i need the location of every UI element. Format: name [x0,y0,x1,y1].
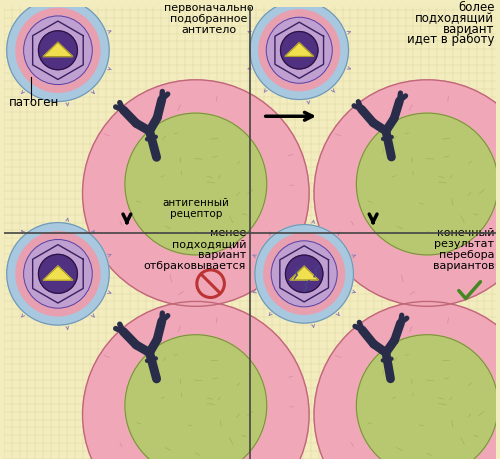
Circle shape [286,255,323,292]
Circle shape [259,10,340,90]
Circle shape [125,335,266,459]
Text: вариантов: вариантов [433,261,494,271]
Circle shape [6,223,109,325]
Text: рецептор: рецептор [170,209,222,218]
Text: патоген: патоген [8,96,59,109]
Circle shape [266,17,332,83]
Circle shape [125,113,266,255]
Text: подходящий: подходящий [416,11,494,25]
Text: перебора: перебора [439,250,494,260]
Circle shape [250,1,348,100]
Circle shape [24,240,92,308]
Circle shape [271,241,337,307]
Text: результат: результат [434,239,494,249]
Text: вариант: вариант [198,250,246,260]
Text: конечный: конечный [437,229,494,238]
Circle shape [264,234,344,314]
Polygon shape [285,43,314,56]
Circle shape [280,32,318,69]
Text: первоначально: первоначально [164,3,254,13]
Text: более: более [458,1,494,14]
Circle shape [356,335,498,459]
Circle shape [24,16,92,84]
Text: антигенный: антигенный [162,198,230,208]
Circle shape [314,80,500,306]
Circle shape [82,80,309,306]
Polygon shape [290,266,318,280]
Circle shape [16,232,100,316]
Text: антитело: антитело [181,24,236,34]
Circle shape [38,254,78,293]
Text: идет в работу: идет в работу [407,33,494,46]
Polygon shape [43,42,72,56]
Text: подобранное: подобранное [170,14,248,24]
Circle shape [38,31,78,70]
Circle shape [82,302,309,459]
Polygon shape [43,266,72,280]
Text: менее: менее [210,229,246,238]
Circle shape [255,224,354,323]
Circle shape [6,0,109,101]
Circle shape [356,113,498,255]
Circle shape [314,302,500,459]
Text: вариант: вариант [443,22,494,35]
Text: подходящий: подходящий [172,239,246,249]
Circle shape [16,8,100,92]
Text: отбраковывается: отбраковывается [144,261,246,271]
